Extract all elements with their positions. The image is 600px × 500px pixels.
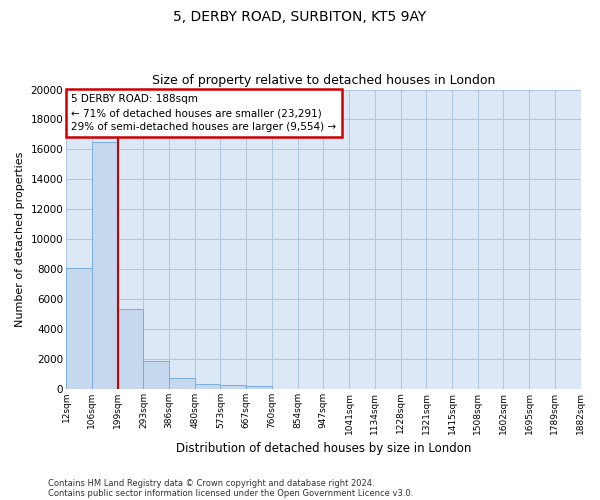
Bar (66, 268, 92, 389)
Title: Size of property relative to detached houses in London: Size of property relative to detached ho… (152, 74, 495, 87)
Bar (143, 361, 169, 389)
Bar (195, 384, 220, 389)
Text: Contains HM Land Registry data © Crown copyright and database right 2024.: Contains HM Land Registry data © Crown c… (48, 478, 374, 488)
Y-axis label: Number of detached properties: Number of detached properties (15, 152, 25, 327)
Bar (220, 385, 246, 389)
Text: 5 DERBY ROAD: 188sqm
← 71% of detached houses are smaller (23,291)
29% of semi-d: 5 DERBY ROAD: 188sqm ← 71% of detached h… (71, 94, 337, 132)
Text: 5, DERBY ROAD, SURBITON, KT5 9AY: 5, DERBY ROAD, SURBITON, KT5 9AY (173, 10, 427, 24)
Bar (169, 378, 195, 389)
Bar (92, 142, 118, 389)
Text: Contains public sector information licensed under the Open Government Licence v3: Contains public sector information licen… (48, 488, 413, 498)
Bar (246, 386, 272, 389)
X-axis label: Distribution of detached houses by size in London: Distribution of detached houses by size … (176, 442, 471, 455)
Bar (118, 310, 143, 389)
